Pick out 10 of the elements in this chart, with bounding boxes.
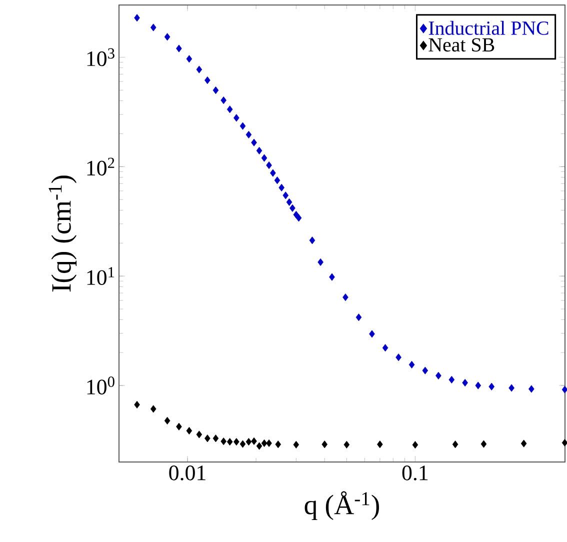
y-tick-label: 10$^{3}$ xyxy=(87,48,114,66)
x-axis-title: q (Å$^{-1}$) xyxy=(304,491,379,520)
x-tick-label: 0.1 xyxy=(402,466,428,480)
y-tick-label: 10$^{1}$ xyxy=(87,267,114,285)
x-tick-label: 0.01 xyxy=(169,466,206,480)
legend-label: Inductrial PNC xyxy=(428,20,548,35)
y-axis-title: I(q) (cm$^{-1}$) xyxy=(48,176,77,292)
y-tick-label: 10$^{0}$ xyxy=(87,376,114,394)
y-tick-label: 10$^{2}$ xyxy=(87,158,114,176)
legend-label: Neat SB xyxy=(428,38,494,52)
